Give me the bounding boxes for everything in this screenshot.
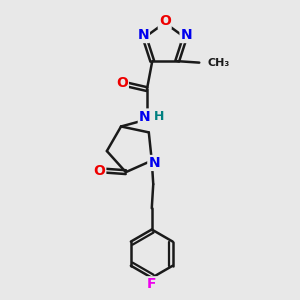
Text: O: O [93,164,105,178]
Text: F: F [147,277,157,291]
Text: N: N [181,28,192,42]
Text: N: N [139,110,150,124]
Text: H: H [154,110,164,123]
Text: N: N [137,28,149,42]
Text: N: N [148,156,160,170]
Text: O: O [159,14,171,28]
Text: O: O [116,76,128,90]
Text: CH₃: CH₃ [208,58,230,68]
